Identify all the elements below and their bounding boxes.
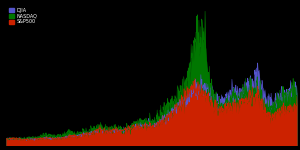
Legend: DJIA, NASDAQ, S&P500: DJIA, NASDAQ, S&P500 xyxy=(8,7,38,25)
